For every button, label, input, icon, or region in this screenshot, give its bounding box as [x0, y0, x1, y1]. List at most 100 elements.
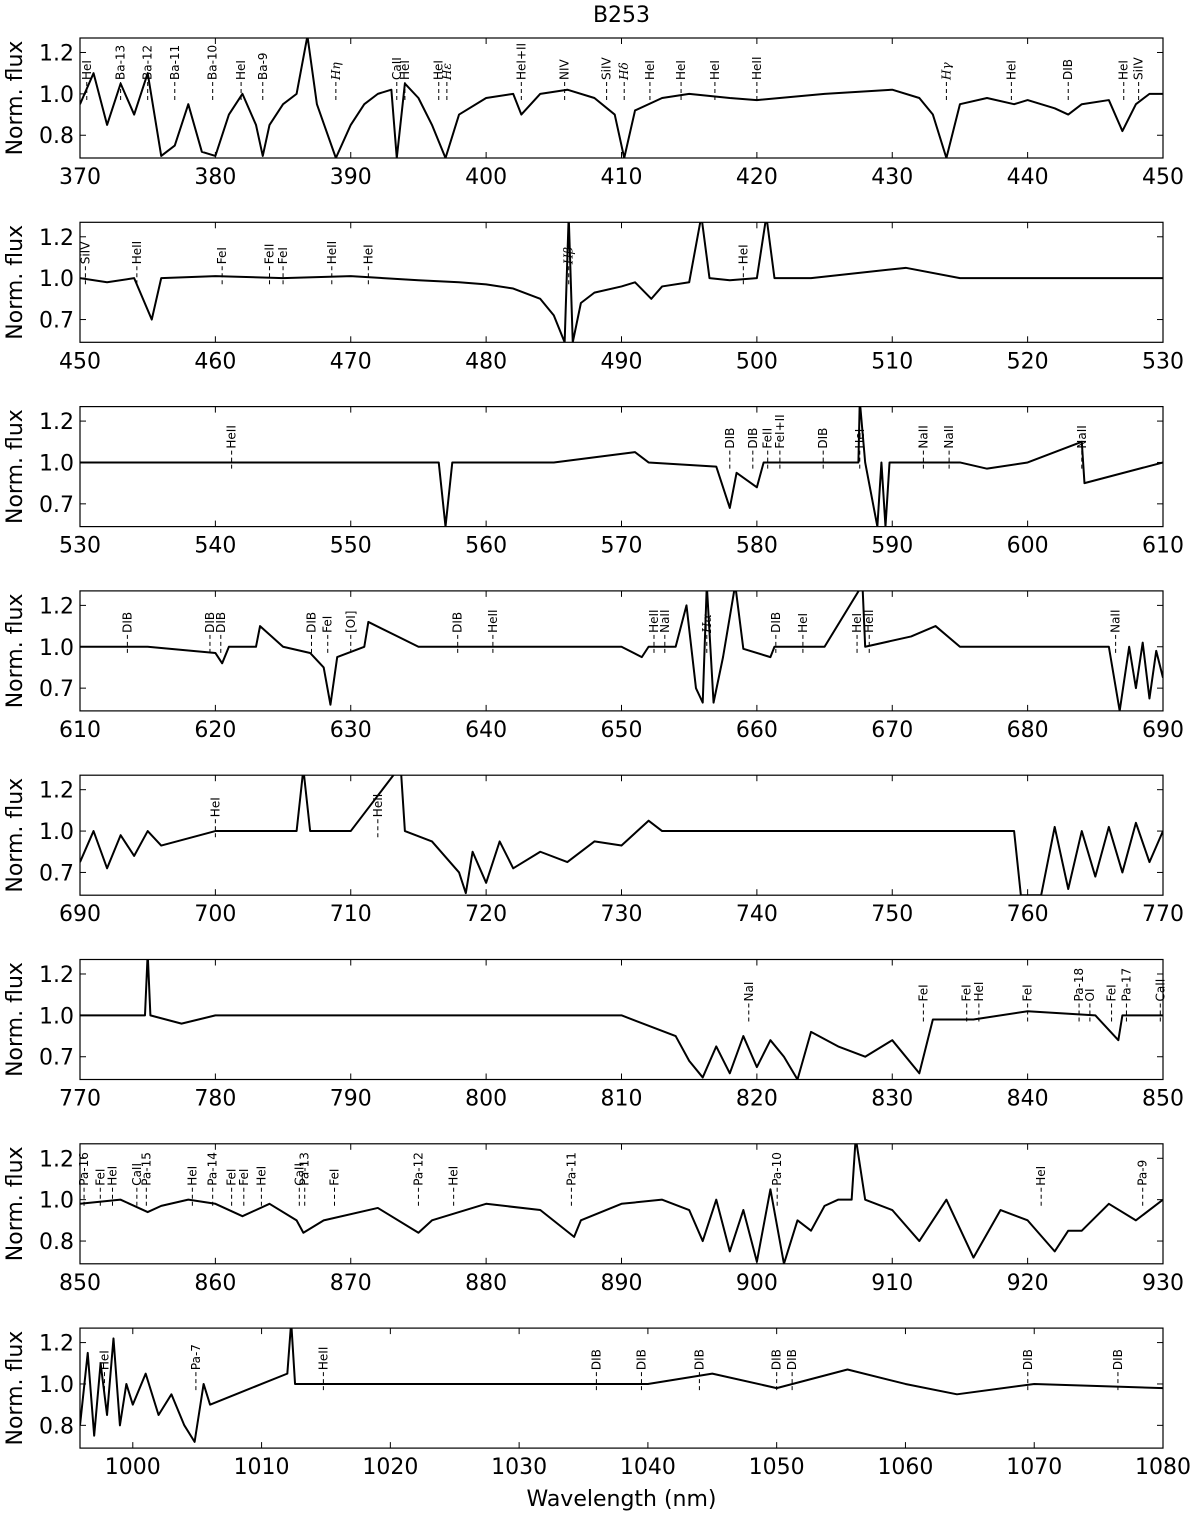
line-label: Pa-11	[564, 1152, 578, 1186]
line-label: Ba-11	[168, 45, 182, 80]
x-tick-label: 720	[465, 902, 507, 927]
line-label: DIB	[723, 428, 737, 449]
x-tick-label: 1020	[362, 1455, 418, 1480]
y-axis-label: Norm. flux	[3, 409, 28, 524]
spectrum-line	[80, 590, 1163, 711]
spectrum-group	[80, 406, 1163, 527]
line-label: Hγ	[939, 62, 953, 81]
y-tick-label: 1.2	[39, 1147, 74, 1172]
x-tick-label: 450	[1142, 165, 1184, 190]
spectrum-line	[80, 775, 1163, 896]
line-label: FeI	[93, 1169, 107, 1186]
x-tick-label: 510	[871, 349, 913, 374]
line-label: HeI	[432, 60, 446, 80]
y-tick-label: 0.7	[39, 1046, 74, 1071]
line-label: HeII	[225, 425, 239, 448]
x-tick-label: 470	[330, 349, 372, 374]
line-label: HeI	[208, 797, 222, 817]
line-label: NaII	[658, 609, 672, 632]
line-label: Hα	[700, 614, 714, 634]
line-label: HeII	[130, 241, 144, 264]
line-label: HeII	[750, 57, 764, 80]
line-label: NaI	[742, 982, 756, 1002]
x-tick-label: 580	[736, 534, 778, 559]
line-label: HeI	[674, 60, 688, 80]
x-tick-label: 890	[601, 1271, 643, 1296]
x-tick-label: 680	[1007, 718, 1049, 743]
x-tick-label: 850	[59, 1271, 101, 1296]
line-label: Ba-9	[256, 52, 270, 80]
x-tick-label: 840	[1007, 1087, 1049, 1112]
line-label: Pa-13	[298, 1152, 312, 1186]
line-label: HeI	[234, 60, 248, 80]
plot-frame	[79, 37, 1164, 159]
x-tick-label: 660	[736, 718, 778, 743]
line-label: DIB	[589, 1349, 603, 1370]
line-label: FeI	[321, 616, 335, 633]
line-label: HeII	[325, 241, 339, 264]
line-label: HeI	[708, 60, 722, 80]
x-tick-label: 620	[194, 718, 236, 743]
line-label: FeI	[960, 984, 974, 1001]
x-tick-label: 770	[1142, 902, 1184, 927]
plot-frame	[79, 590, 1164, 712]
y-tick-label: 1.0	[39, 820, 74, 845]
line-label: SiIV	[78, 241, 92, 264]
line-label: NIV	[558, 58, 572, 80]
y-tick-label: 1.0	[39, 83, 74, 108]
y-tick-label: 1.2	[39, 226, 74, 251]
x-tick-label: 690	[59, 902, 101, 927]
line-label: [OI]	[344, 611, 358, 633]
plot-frame	[79, 1327, 1164, 1449]
line-label: DIB	[769, 612, 783, 633]
x-tick-label: 600	[1007, 534, 1049, 559]
line-label: SiIV	[1132, 57, 1146, 80]
line-label: HeII	[486, 609, 500, 632]
line-label: DIB	[214, 612, 228, 633]
x-tick-label: 370	[59, 165, 101, 190]
line-label: Pa-14	[206, 1152, 220, 1186]
x-tick-label: 630	[330, 718, 372, 743]
x-tick-label: 390	[330, 165, 372, 190]
x-tick-label: 670	[871, 718, 913, 743]
spectrum-group	[80, 222, 1163, 343]
y-axis-label: Norm. flux	[3, 593, 28, 708]
x-tick-label: 730	[601, 902, 643, 927]
line-label: DIB	[816, 428, 830, 449]
x-tick-label: 640	[465, 718, 507, 743]
line-label: HeI	[1117, 60, 1131, 80]
y-axis-label: Norm. flux	[3, 225, 28, 340]
x-tick-label: 1000	[105, 1455, 161, 1480]
x-tick-label: 650	[601, 718, 643, 743]
y-tick-label: 1.0	[39, 1004, 74, 1029]
plot-frame	[79, 406, 1164, 528]
x-tick-label: 550	[330, 534, 372, 559]
y-tick-label: 1.2	[39, 410, 74, 435]
spectrum-group	[80, 1143, 1163, 1264]
line-label: HeI+II	[514, 43, 528, 80]
y-axis-label: Norm. flux	[3, 1331, 28, 1446]
line-label: FeI+II	[773, 414, 787, 448]
line-label: HeI	[1034, 1166, 1048, 1186]
spectrum-group	[80, 775, 1163, 896]
line-label: HeI	[643, 60, 657, 80]
line-label: FeI	[916, 984, 930, 1001]
x-tick-label: 420	[736, 165, 778, 190]
line-label: HeII	[862, 609, 876, 632]
line-label: Ba-13	[114, 45, 128, 80]
x-tick-label: 400	[465, 165, 507, 190]
x-tick-label: 1050	[749, 1455, 805, 1480]
x-tick-label: 850	[1142, 1087, 1184, 1112]
x-tick-label: 490	[601, 349, 643, 374]
line-label: OI	[1083, 989, 1097, 1002]
line-label: DIB	[1111, 1349, 1125, 1370]
x-tick-label: 530	[59, 534, 101, 559]
line-label: HeI	[185, 1166, 199, 1186]
line-label: Pa-12	[411, 1152, 425, 1186]
y-tick-label: 0.7	[39, 861, 74, 886]
x-tick-label: 1040	[620, 1455, 676, 1480]
x-tick-label: 380	[194, 165, 236, 190]
y-tick-label: 0.7	[39, 309, 74, 334]
line-label: DIB	[770, 1349, 784, 1370]
